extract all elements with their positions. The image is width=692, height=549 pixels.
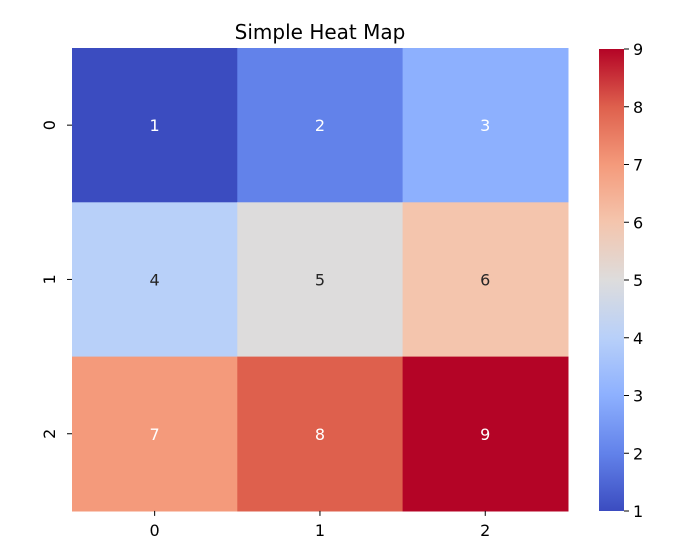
chart-title: Simple Heat Map xyxy=(235,20,406,44)
colorbar-tick-label: 8 xyxy=(633,98,643,117)
x-tick-label: 0 xyxy=(150,521,160,540)
colorbar-tick-label: 7 xyxy=(633,156,643,175)
colorbar-tick-label: 6 xyxy=(633,213,643,232)
heatmap-cell xyxy=(237,48,404,203)
cell-value-label: 1 xyxy=(150,116,160,135)
heatmap-cell xyxy=(237,356,404,512)
heatmap-cell xyxy=(72,48,238,203)
heatmap-cell xyxy=(402,202,569,358)
y-tick-label: 1 xyxy=(40,274,59,284)
heatmap-axes: 0 1 2 0 1 2 xyxy=(40,120,490,540)
colorbar: 1 2 3 4 5 6 7 8 9 xyxy=(599,40,643,521)
colorbar-tick-label: 4 xyxy=(633,329,643,348)
heatmap-cell xyxy=(72,202,238,358)
cell-value-label: 2 xyxy=(315,116,325,135)
heatmap-cell xyxy=(402,356,569,512)
heatmap-cell xyxy=(402,48,569,203)
colorbar-tick-label: 9 xyxy=(633,40,643,59)
heatmap-cell xyxy=(237,202,404,358)
colorbar-gradient xyxy=(599,49,624,511)
colorbar-tick-label: 3 xyxy=(633,387,643,406)
heatmap-grid: 1 2 3 4 5 6 7 8 9 xyxy=(72,48,569,512)
cell-value-label: 7 xyxy=(150,425,160,444)
x-tick-label: 1 xyxy=(315,521,325,540)
heatmap-cell xyxy=(72,356,238,512)
y-tick-label: 0 xyxy=(40,120,59,130)
cell-value-label: 3 xyxy=(480,116,490,135)
x-tick-label: 2 xyxy=(480,521,490,540)
colorbar-tick-label: 2 xyxy=(633,444,643,463)
cell-value-label: 4 xyxy=(150,270,160,289)
cell-value-label: 9 xyxy=(480,425,490,444)
cell-value-label: 6 xyxy=(480,270,490,289)
cell-value-label: 8 xyxy=(315,425,325,444)
y-tick-label: 2 xyxy=(40,429,59,439)
cell-value-label: 5 xyxy=(315,270,325,289)
colorbar-tick-label: 1 xyxy=(633,502,643,521)
colorbar-tick-label: 5 xyxy=(633,271,643,290)
